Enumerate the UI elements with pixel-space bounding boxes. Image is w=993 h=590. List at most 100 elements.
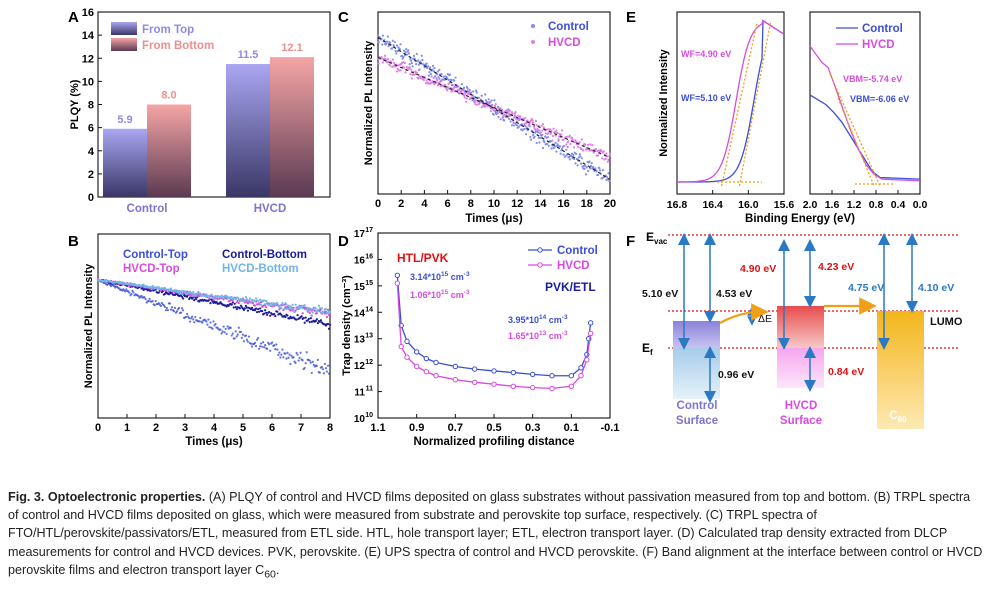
data-point-control-top [209,321,212,324]
data-point-hvcd [565,135,569,138]
data-point-hvcd-bottom [168,289,172,292]
data-point-hvcd [408,66,411,69]
control-wf-label: 5.10 eV [642,288,678,300]
data-point-control-bottom [327,327,331,330]
data-point-hvcd-bottom [314,307,317,310]
ups-cutoff-hvcd [676,19,785,183]
data-point-hvcd [447,82,450,86]
data-point-control-top [230,334,233,337]
data-point-control [490,99,493,102]
data-point-control-bottom [210,298,213,301]
data-point-control [587,169,590,173]
data-point-control-bottom [195,297,198,301]
data-point-hvcd-top [310,314,313,317]
data-point-control [405,48,408,51]
data-point-control-bottom [256,307,260,311]
data-point-hvcd-bottom [266,301,269,304]
data-point-hvcd [452,376,459,383]
data-point-control-top [144,297,147,301]
data-point-control [407,49,410,52]
data-point-control [570,155,573,158]
data-point-hvcd [488,102,491,105]
data-point-control [517,125,521,128]
data-point-control [585,166,588,169]
data-point-hvcd-bottom [301,307,304,310]
data-point-control-top [301,359,304,362]
data-point-control-top [143,296,146,299]
data-point-hvcd [462,89,465,92]
c60-wf-label: 4.75 eV [848,282,884,294]
control-name-1: Control [677,400,718,412]
data-point-control [391,47,394,50]
data-point-control [580,157,583,160]
data-point-hvcd-bottom [263,299,266,302]
region-label-left: HTL/PVK [397,251,449,265]
data-point-control [578,153,581,156]
data-point-control-top [192,318,195,321]
data-point-control-top [239,330,242,333]
legend-label: HVCD [548,37,581,49]
data-point-control [535,141,538,145]
data-point-control [420,54,423,57]
data-point-hvcd [577,145,580,148]
data-point-control [601,177,604,180]
data-point-control-top [288,353,291,356]
data-point-hvcd [541,129,544,132]
data-point-control [529,371,536,378]
data-point-hvcd [551,134,554,138]
data-point-control [447,78,450,81]
data-point-control-top [328,364,332,367]
data-point-control-top [303,366,306,370]
data-point-hvcd [607,158,610,161]
data-point-control-top [211,327,214,330]
data-point-control [484,93,487,96]
y-tick-label: 10 [82,76,94,88]
x-tick-label: 0.9 [409,422,424,434]
data-point-hvcd-bottom [121,281,124,284]
data-point-control-top [255,338,259,341]
y-axis-label: Normalized Intensity [658,48,670,156]
data-point-hvcd [377,62,380,65]
panel-label-b: B [68,233,79,250]
data-point-control-bottom [232,306,235,309]
data-point-hvcd [381,61,385,64]
data-point-control [398,48,401,51]
data-point-control-top [219,328,222,331]
y-tick-label: 11 [354,388,365,399]
data-point-hvcd [436,79,439,82]
data-point-hvcd [601,157,604,160]
data-point-control-bottom [243,307,246,310]
lumo-label: LUMO [930,316,963,328]
data-point-hvcd [396,67,399,71]
data-point-control [532,133,535,136]
control-gap-label: 0.96 eV [718,369,754,381]
bar-value-label: 8.0 [161,90,176,102]
data-point-hvcd [433,373,439,379]
data-point-control-top [268,343,271,346]
data-point-control [608,180,611,183]
data-point-hvcd [510,111,514,114]
y-tick-exponent: 16 [365,253,373,260]
data-point-control [523,127,526,131]
data-point-control-bottom [230,303,233,306]
data-point-control [399,43,402,46]
data-point-hvcd [606,160,609,163]
data-point-control-top [169,308,173,311]
data-point-control [550,147,553,150]
data-point-control-top [221,330,224,333]
data-point-control-top [324,367,328,370]
y-axis-label: Trap density (cm⁻³) [341,275,353,376]
data-point-control-top [262,341,265,344]
data-point-hvcd [553,130,557,134]
data-point-control [538,141,541,144]
data-point-hvcd [511,112,514,116]
data-point-control-top [257,347,261,350]
data-point-hvcd [496,111,499,115]
data-point-hvcd-bottom [292,308,295,311]
data-point-control-top [323,362,327,366]
data-point-hvcd [403,61,406,65]
data-point-control-bottom [315,318,318,321]
data-point-control [572,153,575,156]
data-point-hvcd-bottom [324,307,328,311]
data-point-control [436,73,439,76]
